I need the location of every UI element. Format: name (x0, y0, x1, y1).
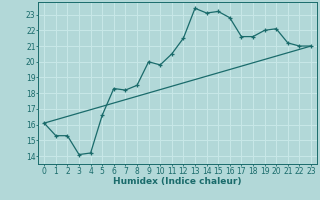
X-axis label: Humidex (Indice chaleur): Humidex (Indice chaleur) (113, 177, 242, 186)
